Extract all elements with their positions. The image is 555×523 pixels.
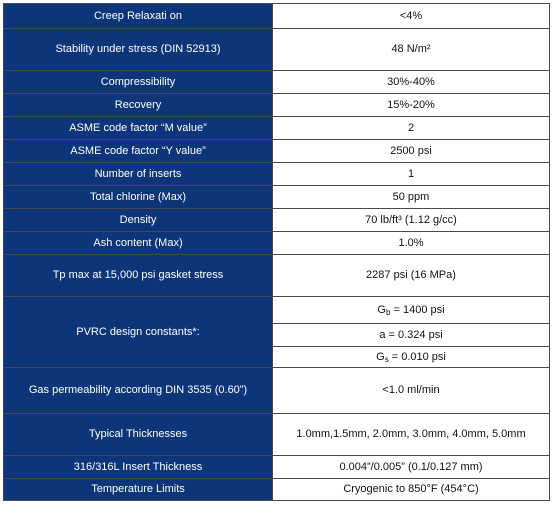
property-label: Total chlorine (Max) — [3, 185, 273, 209]
table-row: ASME code factor “Y value” 2500 psi — [3, 139, 550, 163]
table-row: Typical Thicknesses 1.0mm,1.5mm, 2.0mm, … — [3, 413, 550, 456]
property-label: Compressibility — [3, 70, 273, 94]
property-value: <4% — [272, 3, 550, 29]
property-value: Cryogenic to 850°F (454°C) — [272, 478, 550, 501]
property-value: 2500 psi — [272, 139, 550, 163]
property-label: Gas permeability according DIN 3535 (0.6… — [3, 367, 273, 414]
table-row: 316/316L Insert Thickness 0.004”/0.005” … — [3, 455, 550, 479]
table-row: a = 0.324 psi — [4, 323, 550, 347]
table-row: Gas permeability according DIN 3535 (0.6… — [3, 367, 550, 414]
table-row: Tp max at 15,000 psi gasket stress 2287 … — [3, 254, 550, 297]
property-label: ASME code factor “M value” — [3, 116, 273, 140]
table-row: Compressibility 30%-40% — [3, 70, 550, 94]
property-label: Typical Thicknesses — [3, 413, 273, 456]
property-label: 316/316L Insert Thickness — [3, 455, 273, 479]
pvrc-a-value: a = 0.324 psi — [272, 323, 550, 347]
property-label: Ash content (Max) — [3, 231, 273, 255]
pvrc-label: PVRC design constants*: — [3, 296, 273, 368]
property-value: 1 — [272, 162, 550, 186]
property-label: Stability under stress (DIN 52913) — [3, 28, 273, 71]
table-row: Total chlorine (Max) 50 ppm — [3, 185, 550, 209]
table-row: Ash content (Max) 1.0% — [3, 231, 550, 255]
table-row: ASME code factor “M value” 2 — [3, 116, 550, 140]
table-row: Density 70 lb/ft³ (1.12 g/cc) — [3, 208, 550, 232]
property-value: 30%-40% — [272, 70, 550, 94]
property-value: 70 lb/ft³ (1.12 g/cc) — [272, 208, 550, 232]
property-label: Number of inserts — [3, 162, 273, 186]
property-label: Tp max at 15,000 psi gasket stress — [3, 254, 273, 297]
property-value: 1.0mm,1.5mm, 2.0mm, 3.0mm, 4.0mm, 5.0mm — [272, 413, 550, 456]
property-value: 15%-20% — [272, 93, 550, 117]
specification-table: Creep Relaxati on <4% Stability under st… — [3, 3, 550, 501]
table-row: Recovery 15%-20% — [3, 93, 550, 117]
property-value: 1.0% — [272, 231, 550, 255]
property-label: Creep Relaxati on — [3, 3, 273, 29]
property-value: <1.0 ml/min — [272, 367, 550, 414]
property-label: ASME code factor “Y value” — [3, 139, 273, 163]
property-label: Temperature Limits — [3, 478, 273, 501]
property-label: Density — [3, 208, 273, 232]
pvrc-gs-value: Gs = 0.010 psi — [272, 346, 550, 368]
pvrc-gb-value: Gb = 1400 psi — [272, 296, 550, 324]
table-row: Stability under stress (DIN 52913) 48 N/… — [3, 28, 550, 71]
table-row: PVRC design constants*: Gb = 1400 psi — [3, 296, 550, 368]
table-row: Creep Relaxati on <4% — [3, 3, 550, 29]
property-value: 50 ppm — [272, 185, 550, 209]
property-value: 48 N/m² — [272, 28, 550, 71]
property-label: Recovery — [3, 93, 273, 117]
table-row: Temperature Limits Cryogenic to 850°F (4… — [3, 478, 550, 501]
table-row: Number of inserts 1 — [3, 162, 550, 186]
property-value: 2287 psi (16 MPa) — [272, 254, 550, 297]
property-value: 2 — [272, 116, 550, 140]
property-value: 0.004”/0.005” (0.1/0.127 mm) — [272, 455, 550, 479]
